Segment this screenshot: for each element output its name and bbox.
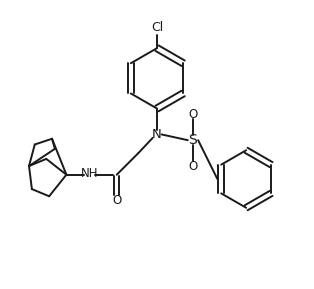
Text: Cl: Cl [151,21,163,34]
Text: N: N [152,128,162,141]
Text: O: O [112,194,121,207]
Text: O: O [188,108,198,121]
Text: S: S [189,133,197,147]
Text: NH: NH [81,167,98,180]
Text: O: O [188,160,198,173]
